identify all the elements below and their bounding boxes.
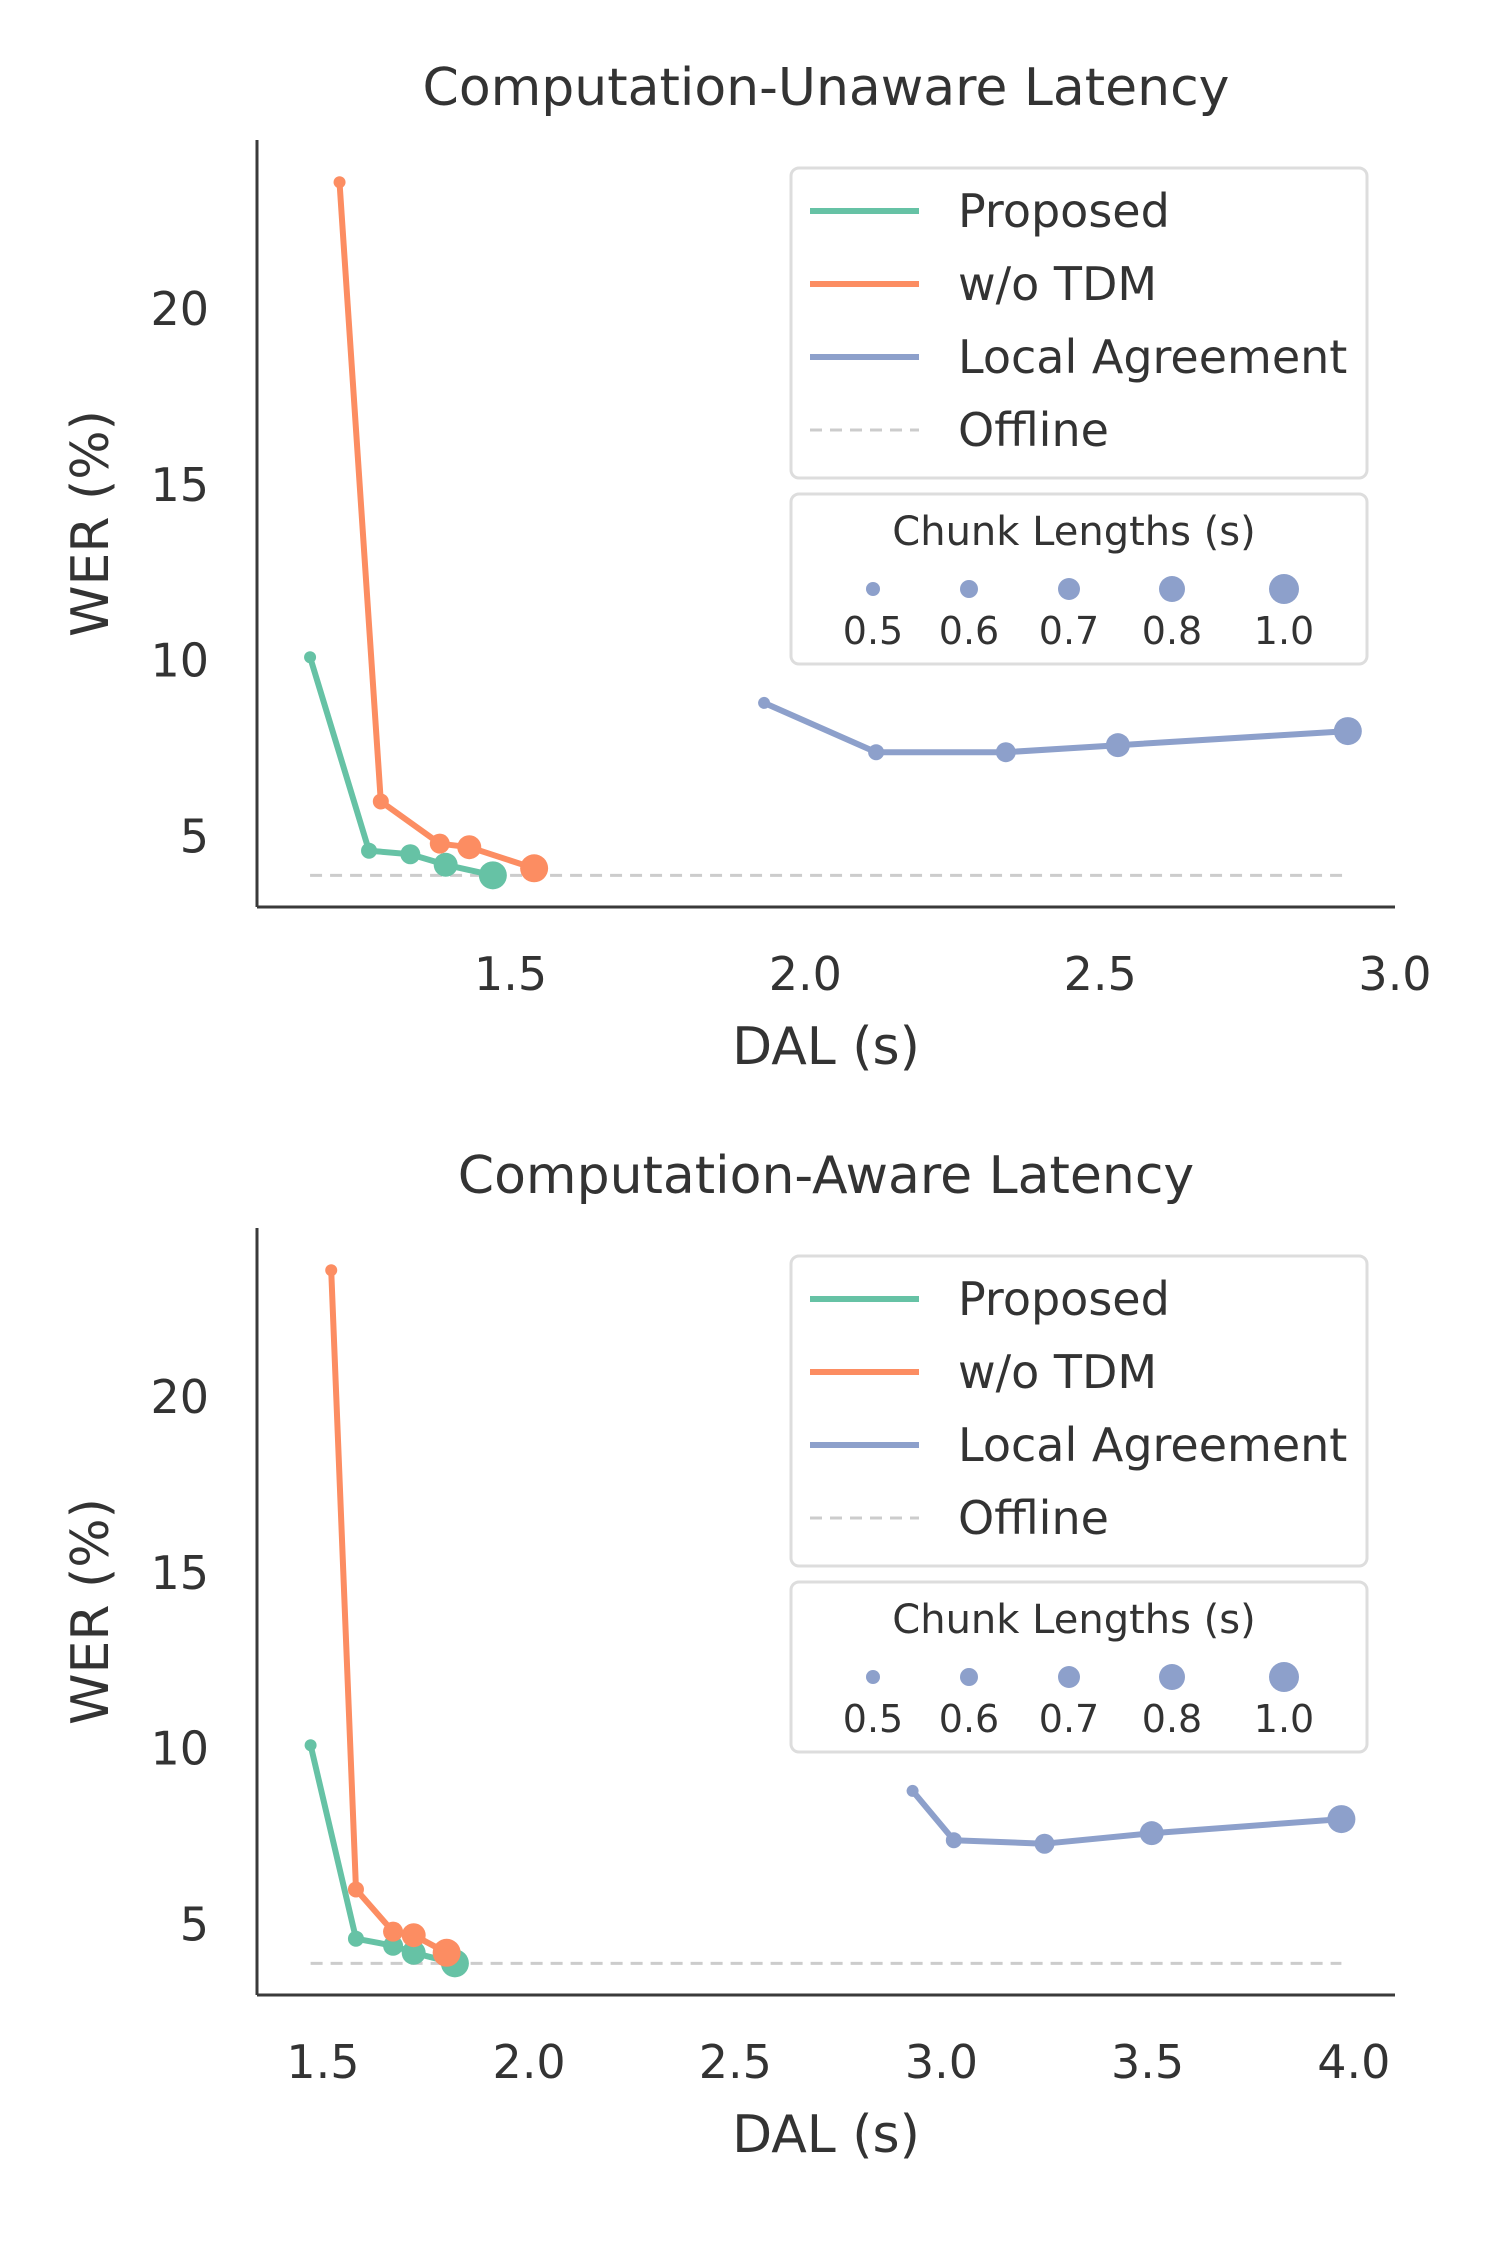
legend-box <box>789 1254 1369 1568</box>
data-point <box>945 1832 962 1849</box>
chunk-marker <box>1269 1662 1299 1692</box>
x-tick-label: 1.5 <box>286 2035 359 2089</box>
x-tick-label: 3.5 <box>1111 2035 1184 2089</box>
series-line-0 <box>307 1742 458 1967</box>
data-point <box>758 696 771 709</box>
data-point <box>457 835 482 860</box>
chunk-legend-label: 0.8 <box>1142 609 1202 653</box>
chunk-legend-title: Chunk Lengths (s) <box>892 1597 1255 1643</box>
data-point <box>520 854 549 883</box>
chunk-legend-label: 0.8 <box>1142 1697 1202 1741</box>
chunk-marker <box>960 580 978 598</box>
chunk-marker <box>866 582 880 596</box>
data-point <box>432 1938 461 1967</box>
x-tick-label: 3.0 <box>905 2035 978 2089</box>
data-point <box>478 861 507 890</box>
series-line-2 <box>761 699 1351 756</box>
chunk-marker <box>1269 574 1299 604</box>
data-point <box>433 852 458 877</box>
x-tick-label: 2.5 <box>699 2035 772 2089</box>
data-point <box>347 1930 364 1947</box>
y-tick-label: 10 <box>150 634 209 688</box>
legend-box <box>789 166 1369 480</box>
data-point <box>347 1881 364 1898</box>
data-point <box>383 1935 404 1956</box>
y-tick-label: 15 <box>150 458 209 512</box>
x-tick-label: 3.0 <box>1358 947 1431 1001</box>
data-point <box>1333 717 1362 746</box>
y-tick-label: 20 <box>150 1370 209 1424</box>
x-tick-label: 4.0 <box>1317 2035 1390 2089</box>
data-point <box>304 651 317 664</box>
chunk-legend-box <box>789 1580 1369 1754</box>
data-point <box>383 1921 404 1942</box>
legend-label: Proposed <box>958 184 1170 238</box>
chunk-legend-label: 0.6 <box>939 609 999 653</box>
data-point <box>325 1264 338 1277</box>
legend-label: Local Agreement <box>958 330 1347 384</box>
y-tick-label: 15 <box>150 1546 209 1600</box>
y-tick-label: 5 <box>180 810 209 864</box>
data-point <box>372 793 389 810</box>
data-point <box>995 742 1016 763</box>
x-tick-label: 1.5 <box>474 947 547 1001</box>
data-point <box>1105 733 1130 758</box>
data-point <box>401 1923 426 1948</box>
series-line-2 <box>909 1787 1345 1847</box>
chunk-legend-label: 0.5 <box>843 609 903 653</box>
chunk-legend-label: 1.0 <box>1254 609 1314 653</box>
chunk-marker <box>1159 576 1185 602</box>
legend-label: Offline <box>958 403 1109 457</box>
series-line-1 <box>328 1267 450 1956</box>
x-tick-label: 2.0 <box>493 2035 566 2089</box>
y-axis-label: WER (%) <box>61 410 121 637</box>
chunk-legend-label: 0.6 <box>939 1697 999 1741</box>
legend-label: Proposed <box>958 1272 1170 1326</box>
series-line-1 <box>336 179 538 872</box>
data-point <box>333 176 346 189</box>
chunk-marker <box>960 1668 978 1686</box>
y-tick-label: 5 <box>180 1898 209 1952</box>
x-tick-label: 2.0 <box>769 947 842 1001</box>
chart-title: Computation-Unaware Latency <box>423 58 1230 118</box>
x-tick-label: 2.5 <box>1064 947 1137 1001</box>
panel-computation-aware: Computation-Aware Latency 1.5 2.0 2.5 3.0 3.5… <box>61 1146 1395 2165</box>
chunk-legend-box <box>789 492 1369 666</box>
chunk-marker <box>1058 1666 1080 1688</box>
y-tick-label: 10 <box>150 1722 209 1776</box>
chunk-legend-label: 0.5 <box>843 1697 903 1741</box>
chunk-marker <box>1058 578 1080 600</box>
chunk-legend-title: Chunk Lengths (s) <box>892 509 1255 555</box>
data-point <box>400 844 421 865</box>
data-point <box>1139 1821 1164 1846</box>
legend-label: Local Agreement <box>958 1418 1347 1472</box>
data-point <box>868 744 885 761</box>
data-point <box>1034 1833 1055 1854</box>
panel-computation-unaware: Computation-Unaware Latency 1.5 2.0 2.5 3.0 5… <box>61 58 1432 1077</box>
legend-label: Offline <box>958 1491 1109 1545</box>
y-axis-label: WER (%) <box>61 1498 121 1725</box>
data-point <box>429 833 450 854</box>
legend-label: w/o TDM <box>958 1345 1157 1399</box>
x-axis-label: DAL (s) <box>732 2105 920 2165</box>
chunk-legend-label: 0.7 <box>1039 1697 1099 1741</box>
chunk-marker <box>866 1670 880 1684</box>
chunk-legend-label: 1.0 <box>1254 1697 1314 1741</box>
chunk-legend-label: 0.7 <box>1039 609 1099 653</box>
y-tick-label: 20 <box>150 282 209 336</box>
chunk-marker <box>1159 1664 1185 1690</box>
data-point <box>1327 1805 1356 1834</box>
data-point <box>401 1940 426 1965</box>
data-point <box>906 1784 919 1797</box>
chart-title: Computation-Aware Latency <box>458 1146 1194 1206</box>
x-axis-label: DAL (s) <box>732 1017 920 1077</box>
data-point <box>361 842 378 859</box>
legend-label: w/o TDM <box>958 257 1157 311</box>
data-point <box>304 1739 317 1752</box>
